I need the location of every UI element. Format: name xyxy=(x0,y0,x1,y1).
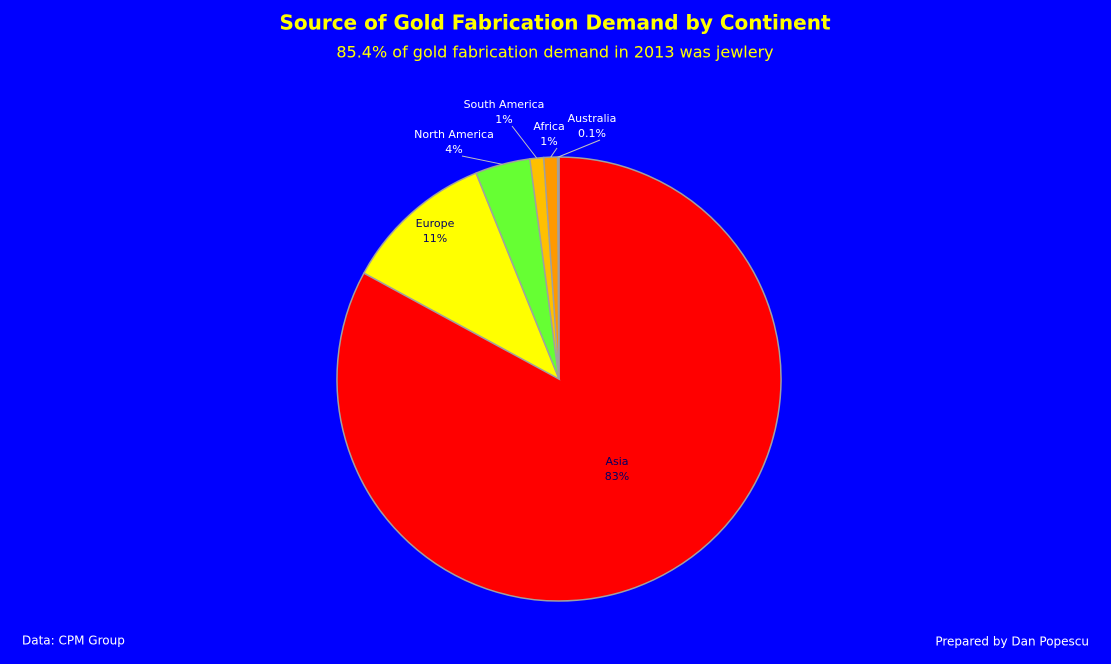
leader-line xyxy=(511,125,538,159)
leader-line xyxy=(461,155,503,165)
slice-label: Australia xyxy=(568,112,617,125)
slice-value-label: 11% xyxy=(423,232,447,245)
slice-value-label: 1% xyxy=(495,113,512,126)
chart-title: Source of Gold Fabrication Demand by Con… xyxy=(279,11,831,35)
chart-subtitle: 85.4% of gold fabrication demand in 2013… xyxy=(336,43,773,62)
credit-note: Prepared by Dan Popescu xyxy=(935,635,1089,649)
leader-line xyxy=(550,147,558,158)
slice-label: Europe xyxy=(416,217,455,230)
slice-value-label: 83% xyxy=(605,470,629,483)
pie-slice xyxy=(336,156,782,602)
pie-slice xyxy=(362,172,561,381)
slice-label: North America xyxy=(414,128,494,141)
slice-label: Asia xyxy=(605,455,628,468)
leader-line xyxy=(558,139,601,158)
slice-label: Africa xyxy=(533,120,564,133)
source-note: Data: CPM Group xyxy=(22,634,125,648)
slice-value-label: 4% xyxy=(445,143,462,156)
slice-label: South America xyxy=(464,98,545,111)
slice-value-label: 1% xyxy=(540,135,557,148)
slice-value-label: 0.1% xyxy=(578,127,606,140)
